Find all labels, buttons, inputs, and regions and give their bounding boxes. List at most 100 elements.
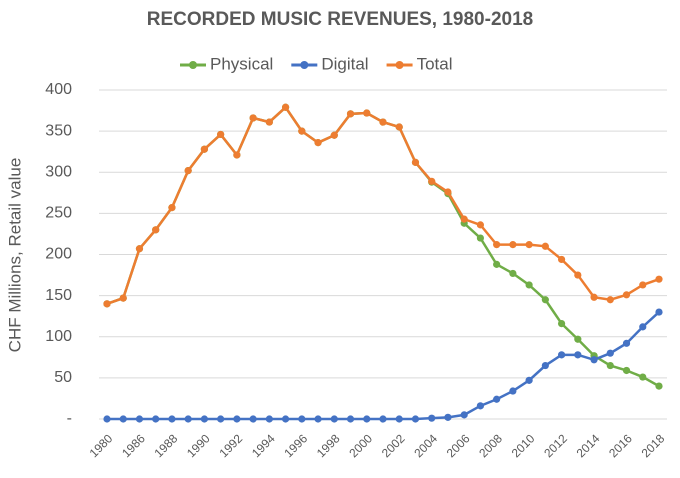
point: [655, 275, 663, 283]
legend-marker: [300, 61, 309, 69]
legend-label: Physical: [210, 54, 273, 73]
point: [606, 349, 614, 357]
point: [574, 271, 582, 279]
point: [395, 123, 403, 131]
x-tick-label: 2012: [541, 431, 570, 460]
point: [606, 361, 614, 370]
point: [363, 109, 371, 117]
y-tick-label: 100: [45, 328, 72, 345]
point: [541, 242, 549, 250]
point: [379, 118, 387, 126]
point: [152, 415, 160, 423]
point: [168, 204, 176, 212]
x-tick-label: 2014: [574, 431, 603, 460]
point: [314, 415, 322, 423]
point: [639, 323, 647, 331]
point: [281, 415, 290, 423]
point: [590, 356, 598, 364]
point: [119, 294, 127, 302]
point: [184, 167, 192, 175]
point: [152, 226, 160, 234]
point: [606, 296, 614, 304]
y-tick-label: -: [67, 410, 72, 427]
point: [525, 241, 533, 249]
point: [444, 188, 452, 196]
point: [168, 415, 176, 423]
point: [622, 291, 631, 299]
point: [655, 382, 663, 390]
point: [476, 221, 485, 229]
y-tick-label: 150: [45, 287, 72, 304]
point: [103, 415, 111, 423]
point: [574, 335, 582, 343]
point: [557, 351, 566, 359]
point: [460, 411, 468, 419]
point: [217, 415, 225, 423]
point: [557, 255, 566, 264]
point: [493, 241, 501, 249]
legend-label: Total: [417, 54, 453, 73]
point: [330, 415, 338, 423]
point: [428, 177, 436, 185]
y-tick-label: 200: [45, 246, 72, 263]
y-tick-label: 300: [45, 163, 72, 180]
point: [493, 260, 501, 268]
point: [103, 300, 111, 308]
series-line: [107, 311, 660, 421]
point: [200, 415, 209, 423]
point: [281, 103, 290, 111]
point: [639, 281, 647, 289]
x-tick-label: 2018: [639, 431, 668, 460]
point: [200, 145, 209, 153]
point: [541, 296, 549, 304]
point: [346, 415, 355, 423]
point: [363, 415, 371, 423]
point: [509, 387, 517, 395]
point: [346, 110, 355, 118]
point: [379, 415, 387, 423]
point: [574, 351, 582, 359]
point: [493, 395, 501, 403]
x-tick-label: 1994: [249, 431, 278, 460]
x-tick-label: 1992: [216, 431, 245, 460]
point: [314, 139, 322, 147]
x-tick-label: 2010: [509, 431, 538, 460]
point: [525, 376, 533, 384]
point: [135, 415, 144, 423]
point: [557, 319, 566, 328]
point: [411, 415, 420, 423]
x-tick-label: 1980: [87, 431, 116, 460]
x-tick-label: 2000: [346, 431, 375, 460]
x-tick-label: 2006: [444, 431, 473, 460]
x-tick-label: 2004: [411, 431, 440, 460]
point: [135, 245, 144, 253]
point: [622, 339, 631, 347]
x-tick-label: 2008: [476, 431, 505, 460]
point: [119, 415, 127, 423]
x-tick-label: 1986: [119, 431, 148, 460]
legend-label: Digital: [321, 54, 368, 73]
point: [265, 415, 273, 423]
point: [217, 130, 225, 139]
point: [330, 131, 338, 139]
y-tick-label: 50: [54, 369, 72, 386]
chart-title: RECORDED MUSIC REVENUES, 1980-2018: [147, 9, 533, 30]
point: [525, 281, 533, 289]
point: [298, 415, 306, 423]
y-tick-label: 350: [45, 122, 72, 139]
point: [233, 415, 241, 423]
point: [476, 234, 485, 242]
point: [233, 151, 241, 159]
y-tick-label: 400: [45, 81, 72, 98]
point: [509, 241, 517, 249]
point: [249, 114, 257, 122]
point: [460, 215, 468, 223]
y-axis-label: CHF Millions, Retail value: [5, 158, 24, 353]
point: [298, 127, 306, 135]
point: [265, 118, 273, 126]
legend-marker: [395, 61, 404, 69]
point: [249, 415, 257, 423]
x-tick-label: 1990: [184, 431, 213, 460]
point: [184, 415, 192, 423]
